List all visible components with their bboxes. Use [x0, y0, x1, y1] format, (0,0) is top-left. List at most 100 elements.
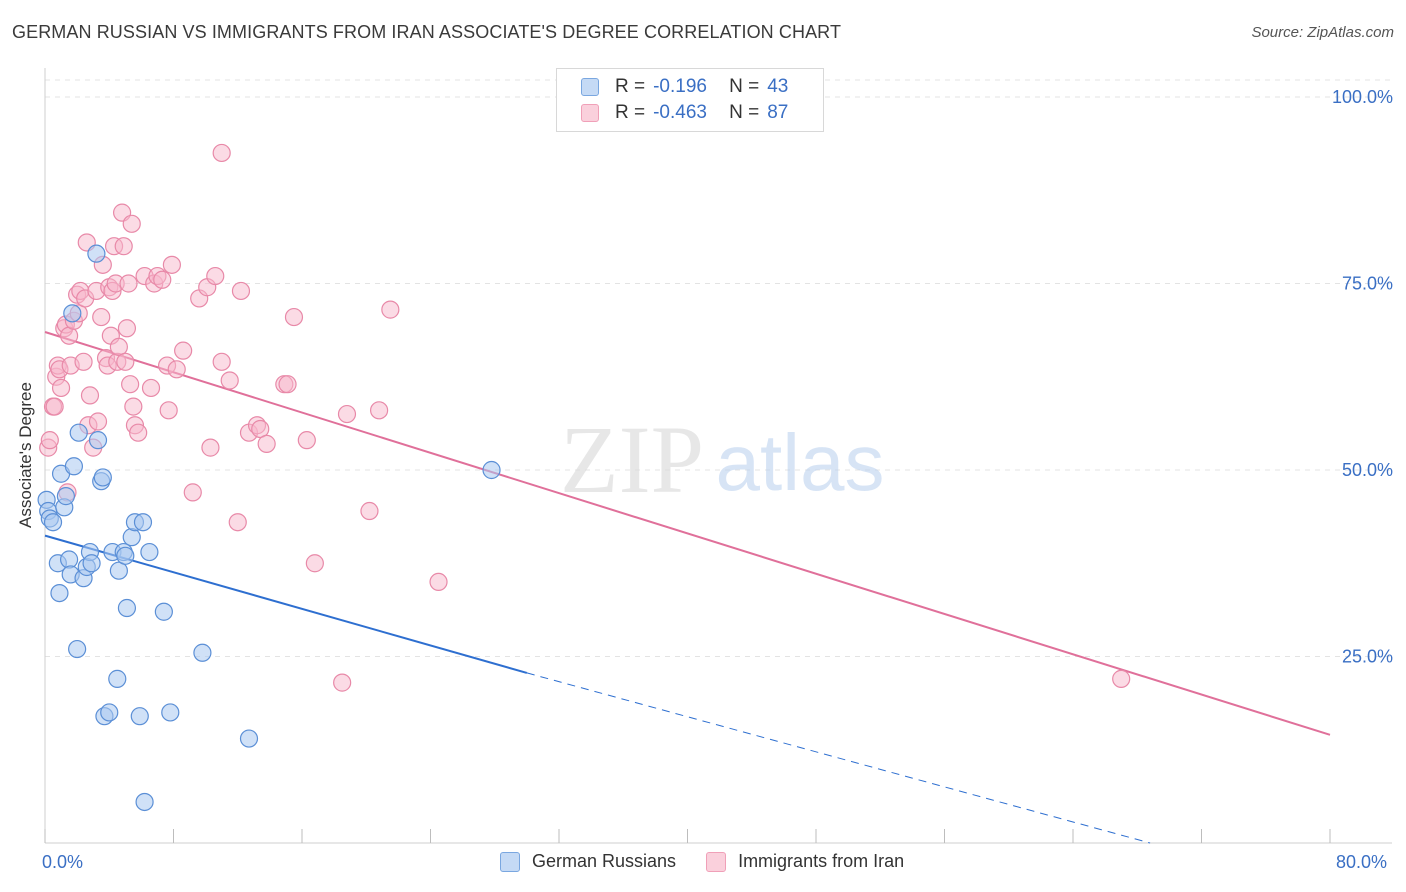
data-point-german-russians	[50, 583, 69, 603]
data-point-german-russians	[108, 669, 127, 688]
data-point-immigrants-from-iran	[117, 319, 137, 338]
data-point-immigrants-from-iran	[74, 352, 93, 371]
data-point-immigrants-from-iran	[153, 270, 172, 289]
legend-swatch-pink	[706, 851, 727, 872]
y-tick-labels: 25.0% 50.0% 75.0% 100.0%	[1332, 87, 1393, 667]
legend-item-immigrants-from-iran[interactable]: Immigrants from Iran	[706, 851, 904, 872]
legend-row-german-russians: R = -0.196 N = 43	[581, 74, 788, 100]
y-tick-label: 50.0%	[1342, 460, 1393, 480]
legend-r-value: -0.196	[653, 76, 707, 97]
data-point-immigrants-from-iran	[114, 237, 133, 256]
watermark-zip: ZIP	[560, 406, 704, 513]
data-point-immigrants-from-iran	[119, 274, 138, 293]
data-point-immigrants-from-iran	[116, 352, 135, 371]
data-point-german-russians	[133, 513, 153, 532]
y-tick-label: 25.0%	[1342, 647, 1393, 667]
data-point-immigrants-from-iran	[278, 375, 297, 394]
data-point-immigrants-from-iran	[129, 423, 148, 442]
data-point-german-russians	[64, 457, 84, 476]
legend-label-immigrants-from-iran: Immigrants from Iran	[738, 851, 905, 871]
data-point-immigrants-from-iran	[174, 341, 193, 360]
data-point-immigrants-from-iran	[141, 378, 161, 398]
y-tick-label: 100.0%	[1332, 87, 1393, 107]
legend-r-label: R =	[615, 102, 646, 123]
data-point-immigrants-from-iran	[212, 143, 231, 163]
data-point-immigrants-from-iran	[1112, 669, 1131, 688]
trend-line-immigrants-from-iran	[44, 331, 1331, 736]
legend-item-german-russians[interactable]: German Russians	[500, 851, 676, 872]
data-point-german-russians	[88, 431, 108, 450]
data-point-german-russians	[482, 460, 501, 480]
data-point-german-russians	[161, 703, 180, 722]
legend-row-immigrants-from-iran: R = -0.463 N = 87	[581, 100, 788, 126]
data-point-immigrants-from-iran	[88, 412, 108, 431]
data-point-immigrants-from-iran	[212, 352, 231, 371]
data-point-german-russians	[154, 602, 173, 621]
y-axis-label: Associate's Degree	[16, 382, 35, 528]
data-point-immigrants-from-iran	[333, 673, 352, 692]
data-point-immigrants-from-iran	[381, 300, 400, 319]
data-point-immigrants-from-iran	[370, 401, 389, 420]
legend-n-value: 87	[767, 102, 789, 123]
data-point-german-russians	[130, 707, 149, 726]
data-point-immigrants-from-iran	[284, 307, 304, 327]
legend-swatch-blue	[581, 78, 599, 96]
data-point-immigrants-from-iran	[228, 513, 247, 532]
data-point-german-russians	[135, 792, 154, 812]
data-point-immigrants-from-iran	[45, 397, 64, 416]
data-point-immigrants-from-iran	[122, 214, 141, 233]
x-tick-min: 0.0%	[42, 852, 84, 872]
series-legend: German Russians Immigrants from Iran	[500, 851, 934, 872]
data-point-german-russians	[122, 528, 141, 547]
data-point-immigrants-from-iran	[231, 281, 251, 301]
chart-title: GERMAN RUSSIAN VS IMMIGRANTS FROM IRAN A…	[12, 22, 842, 42]
data-point-immigrants-from-iran	[206, 266, 225, 286]
data-point-immigrants-from-iran	[297, 431, 316, 450]
series-german-russians	[37, 244, 501, 812]
correlation-legend: R = -0.196 N = 43 R = -0.463 N = 87	[556, 68, 824, 132]
data-point-german-russians	[63, 304, 82, 323]
data-point-immigrants-from-iran	[360, 501, 379, 521]
data-point-immigrants-from-iran	[159, 401, 178, 420]
legend-swatch-blue	[500, 851, 520, 872]
data-point-immigrants-from-iran	[40, 431, 59, 450]
data-point-german-russians	[117, 598, 137, 618]
data-point-german-russians	[43, 513, 63, 532]
legend-r-value: -0.463	[653, 102, 707, 123]
legend-n-label: N =	[729, 102, 760, 123]
data-point-immigrants-from-iran	[305, 554, 324, 573]
data-point-immigrants-from-iran	[92, 307, 111, 327]
legend-label-german-russians: German Russians	[532, 851, 677, 871]
source-label: Source: ZipAtlas.com	[1251, 24, 1394, 41]
watermark: ZIP atlas	[560, 406, 884, 513]
data-point-german-russians	[116, 546, 135, 565]
grid-lines	[45, 79, 1392, 657]
data-point-german-russians	[82, 554, 101, 573]
data-point-immigrants-from-iran	[51, 378, 71, 398]
data-point-immigrants-from-iran	[257, 434, 276, 453]
data-point-german-russians	[56, 487, 75, 506]
data-point-german-russians	[140, 542, 159, 562]
data-point-german-russians	[87, 244, 106, 263]
data-point-immigrants-from-iran	[162, 255, 181, 274]
data-point-german-russians	[68, 639, 87, 659]
watermark-atlas: atlas	[716, 418, 885, 507]
data-point-immigrants-from-iran	[429, 572, 448, 592]
y-tick-label: 75.0%	[1342, 274, 1393, 294]
data-point-immigrants-from-iran	[337, 404, 357, 424]
legend-swatch-pink	[581, 104, 599, 122]
data-point-immigrants-from-iran	[167, 360, 186, 379]
data-point-immigrants-from-iran	[121, 375, 140, 394]
data-point-german-russians	[93, 468, 112, 487]
legend-n-value: 43	[767, 76, 789, 97]
data-point-german-russians	[239, 729, 259, 748]
data-point-german-russians	[100, 703, 119, 722]
data-point-immigrants-from-iran	[80, 386, 100, 405]
x-tick-max: 80.0%	[1336, 852, 1388, 872]
data-point-german-russians	[69, 423, 88, 442]
y-axis-label-wrap: Associate's Degree	[16, 309, 36, 528]
trend-line-german-russians-extension	[526, 672, 1151, 844]
data-point-immigrants-from-iran	[183, 483, 202, 502]
data-point-german-russians	[59, 550, 79, 569]
